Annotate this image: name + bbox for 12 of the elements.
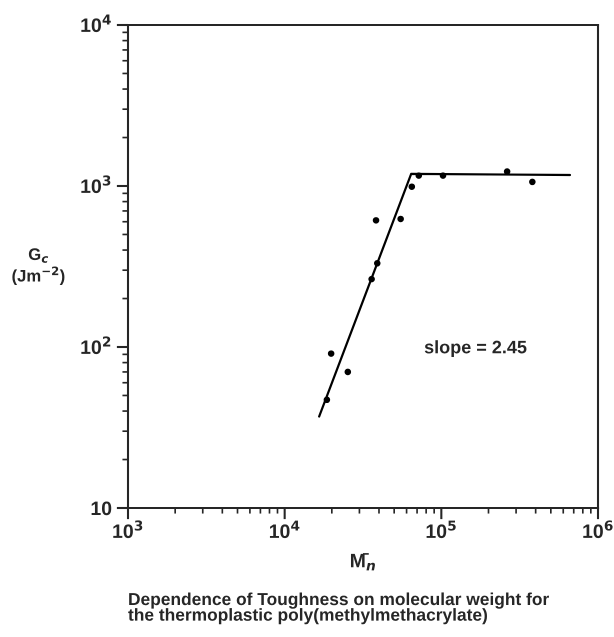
y-tick-label: 10$^{2}$ xyxy=(81,336,110,354)
annotation: slope = 2.45 xyxy=(424,340,526,358)
x-tick-label: 10$^{4}$ xyxy=(270,520,300,538)
x-axis-title: M̄$_{n}$ xyxy=(350,553,375,570)
x-tick-label: 10$^{3}$ xyxy=(113,520,142,538)
y-axis-title: G$_{c}$ (Jm$^{−2}$) xyxy=(12,248,64,285)
x-tick-label: 10$^{6}$ xyxy=(583,520,613,538)
text: Dependence of Toughness on molecular weight for the thermoplastic poly(methylmethacrylate) xyxy=(128,592,549,624)
x-tick-label: 10$^{5}$ xyxy=(426,520,456,538)
y-tick-label: 10 xyxy=(92,501,112,516)
y-tick-label: 10$^{4}$ xyxy=(81,14,111,32)
y-tick-label: 10$^{3}$ xyxy=(81,175,110,194)
